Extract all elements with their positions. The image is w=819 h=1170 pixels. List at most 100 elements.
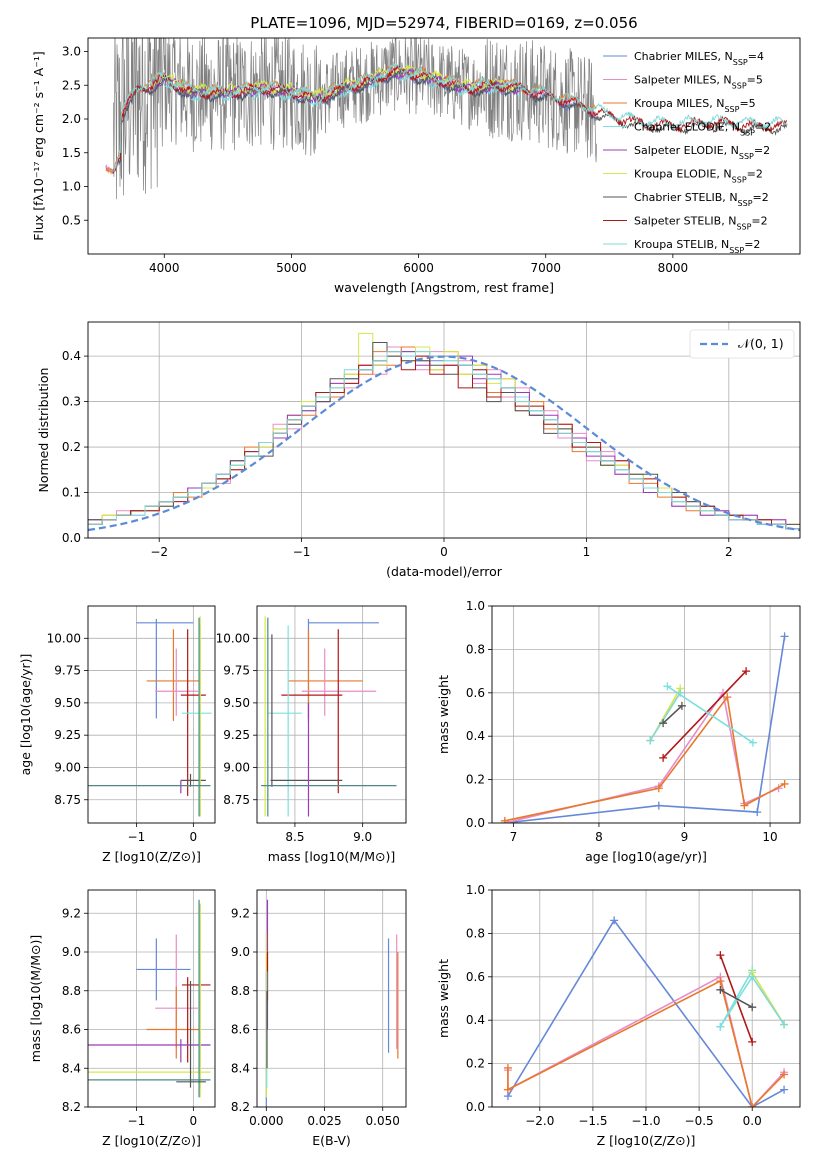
mass-weight-point: [716, 985, 725, 994]
x-axis-label: wavelength [Angstrom, rest frame]: [334, 280, 554, 295]
legend-entry-count: =2: [744, 238, 760, 251]
x-axis-label: Z [log10(Z/Z⊙)]: [102, 1133, 201, 1148]
legend: Chabrier MILES, NSSP=4 Salpeter MILES, NS…: [603, 50, 771, 255]
mass-weight-point: [677, 701, 686, 710]
x-tick-label: 8.5: [285, 830, 304, 844]
mass-weight-point: [748, 1003, 757, 1012]
legend-entry-n: N: [721, 238, 729, 251]
mass-weight-point: [663, 682, 672, 691]
legend-entry: Chabrier ELODIE, NSSP=2: [634, 121, 771, 138]
axes-frame: [87, 605, 216, 824]
x-axis-label: age [log10(age/yr)]: [585, 849, 707, 864]
x-tick-label: −1.5: [578, 1114, 607, 1128]
y-tick-label: 9.00: [54, 760, 81, 774]
plot-area: [257, 890, 406, 1107]
legend-entry-count: =5: [747, 74, 763, 87]
y-tick-label: 0.8: [466, 926, 485, 940]
x-axis-label: Z [log10(Z/Z⊙)]: [102, 849, 201, 864]
y-tick-label: 9.75: [223, 664, 250, 678]
y-tick-label: 2.0: [62, 112, 81, 126]
y-tick-label: 8.8: [231, 984, 250, 998]
legend-box: [689, 329, 795, 359]
y-tick-label: 0.2: [62, 440, 81, 454]
y-axis-label: mass [log10(M/M⊙)]: [28, 935, 43, 1063]
y-tick-label: 1.5: [62, 146, 81, 160]
y-tick-label: 0.8: [466, 642, 485, 656]
plot-area: [257, 606, 406, 823]
y-axis-label: age [log10(age/yr)]: [18, 654, 33, 776]
legend-entry-subscript: SSP: [740, 128, 755, 137]
mass-weight-line: [504, 695, 785, 822]
axes-frame: [256, 889, 407, 1108]
x-tick-label: −1: [128, 1114, 146, 1128]
x-tick-label: −1: [128, 830, 146, 844]
x-tick-label: 0: [440, 545, 448, 559]
y-tick-label: 9.0: [231, 945, 250, 959]
mass-weight-point: [780, 1085, 789, 1094]
y-tick-label: 8.6: [231, 1023, 250, 1037]
mass-weight-point: [503, 1063, 512, 1072]
y-tick-label: 9.25: [223, 728, 250, 742]
y-axis-label: mass weight: [436, 675, 451, 754]
mass-weight-line: [504, 636, 786, 823]
y-axis-label: Normed distribution: [36, 368, 51, 493]
legend-entry-subscript: SSP: [739, 152, 754, 161]
legend-entry: Salpeter MILES, NSSP=5: [634, 74, 763, 91]
x-tick-label: −1.0: [631, 1114, 660, 1128]
y-tick-label: 8.2: [231, 1100, 250, 1114]
mass-weight-line: [662, 670, 747, 759]
legend-entry-count: =2: [755, 121, 771, 134]
legend-entry-subscript: SSP: [736, 222, 751, 231]
legend-entry-count: =5: [739, 97, 755, 110]
legend-entry-count: =2: [747, 168, 763, 181]
legend-entry-subscript: SSP: [738, 199, 753, 208]
x-tick-label: 0: [190, 830, 198, 844]
mass-weight-point: [610, 916, 619, 925]
y-tick-label: 9.75: [54, 664, 81, 678]
legend-entry-count: =2: [753, 191, 769, 204]
mass-weight-point: [654, 784, 663, 793]
mass-weight-point: [716, 977, 725, 986]
panel-1: 4000 5000 6000 7000 8000 0.5 1.0 1.5 2.0 2.5 3.0 PL…: [31, 14, 801, 295]
y-axis-label: mass weight: [436, 959, 451, 1038]
mass-weight-point: [740, 801, 749, 810]
legend-entry-n: N: [723, 168, 731, 181]
mass-weight-point: [753, 808, 762, 817]
y-tick-label: 10.00: [47, 631, 81, 645]
plot-area: [88, 606, 215, 823]
panel-8: −2.0 −1.5 −1.0 −0.5 0.0 0.0 0.2 0.4 0.6 0.8 1.0 Z […: [436, 883, 801, 1148]
mass-weight-line: [662, 705, 683, 724]
y-tick-label: 0.4: [466, 729, 485, 743]
y-tick-label: 2.5: [62, 78, 81, 92]
plot-area: [492, 606, 800, 823]
y-tick-label: 9.50: [223, 696, 250, 710]
x-tick-label: 4000: [149, 261, 180, 275]
axes-frame: [491, 889, 801, 1108]
x-tick-label: 0.025: [307, 1114, 341, 1128]
x-axis-label: E(B-V): [312, 1133, 351, 1148]
x-tick-label: 5000: [276, 261, 307, 275]
legend-entry: Salpeter ELODIE, NSSP=2: [634, 144, 770, 161]
y-tick-label: 0.2: [466, 1057, 485, 1071]
legend: 𝒩(0, 1): [689, 329, 795, 359]
y-tick-label: 0.4: [466, 1013, 485, 1027]
y-tick-label: 9.2: [231, 906, 250, 920]
y-tick-label: 1.0: [62, 180, 81, 194]
mass-weight-point: [780, 632, 789, 641]
x-tick-label: 0.050: [366, 1114, 400, 1128]
legend-entry: Kroupa STELIB, NSSP=2: [634, 238, 760, 255]
x-tick-label: 0: [190, 1114, 198, 1128]
mass-weight-point: [748, 972, 757, 981]
legend-entry-count: =4: [748, 50, 764, 63]
y-tick-label: 8.4: [62, 1061, 81, 1075]
panel-7: 0.000 0.025 0.050 8.2 8.4 8.6 8.8 9.0 9.2 E(B-V): [231, 889, 407, 1148]
mass-weight-point: [780, 1070, 789, 1079]
legend-entry-subscript: SSP: [724, 105, 739, 114]
mass-weight-line: [719, 989, 753, 1008]
axes-frame: [491, 605, 801, 824]
y-tick-label: 9.25: [54, 728, 81, 742]
y-tick-label: 0.0: [62, 531, 81, 545]
mass-weight-point: [654, 801, 663, 810]
mass-weight-point: [716, 1022, 725, 1031]
panel-4: 8.5 9.0 8.75 9.00 9.25 9.50 9.75 10.00 mass [log…: [216, 605, 407, 864]
